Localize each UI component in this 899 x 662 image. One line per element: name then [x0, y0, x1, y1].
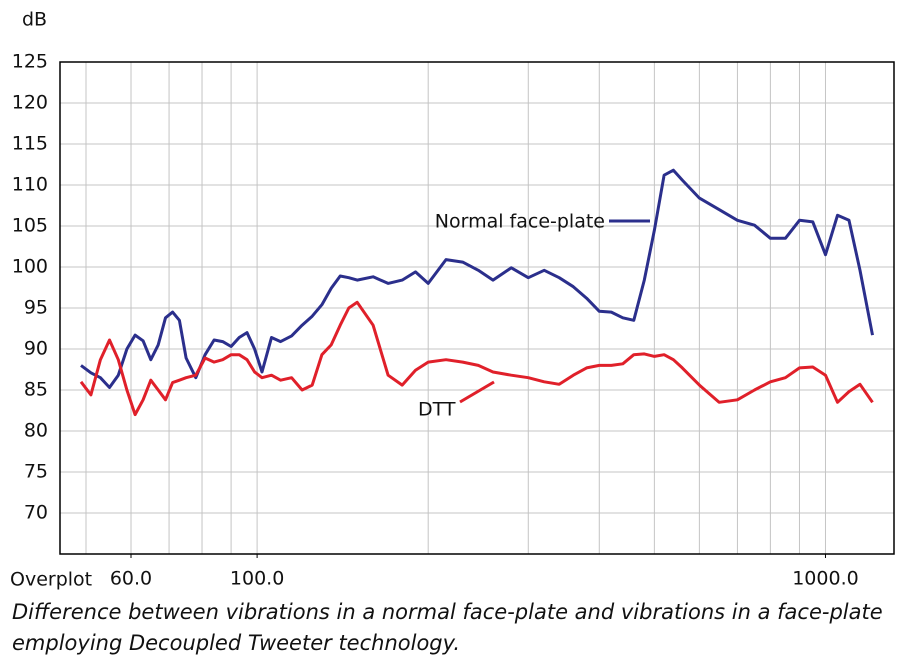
- legend-label: DTT: [418, 399, 456, 421]
- x-tick-label: 1000.0: [792, 568, 858, 590]
- x-tick-label: 60.0: [110, 568, 152, 590]
- y-tick-label: 90: [24, 338, 48, 360]
- data-line: [80, 168, 874, 389]
- y-tick-label: 125: [12, 51, 48, 73]
- y-tick-label: 70: [24, 502, 48, 524]
- caption: Difference between vibrations in a norma…: [12, 600, 883, 655]
- data-line: [79, 300, 874, 417]
- x-axis-label: Overplot: [10, 569, 92, 591]
- y-tick-label: 100: [12, 256, 48, 278]
- x-tick-label: 100.0: [230, 568, 284, 590]
- chart: dB Overplot 70 75 80 85 90 95 100 105 110 115 120 1…: [10, 9, 895, 591]
- y-tick-label: 115: [12, 133, 48, 155]
- plot-frame: [59, 61, 895, 555]
- y-axis-label: dB: [22, 9, 47, 31]
- y-tick-label: 95: [24, 297, 48, 319]
- y-tick-label: 75: [24, 461, 48, 483]
- y-tick-label: 80: [24, 420, 48, 442]
- legend-label: Normal face-plate: [435, 211, 605, 233]
- y-tick-label: 85: [24, 379, 48, 401]
- legend-leader: [459, 380, 495, 404]
- y-tick-label: 110: [12, 174, 48, 196]
- y-tick-label: 120: [12, 92, 48, 114]
- y-tick-label: 105: [12, 215, 48, 237]
